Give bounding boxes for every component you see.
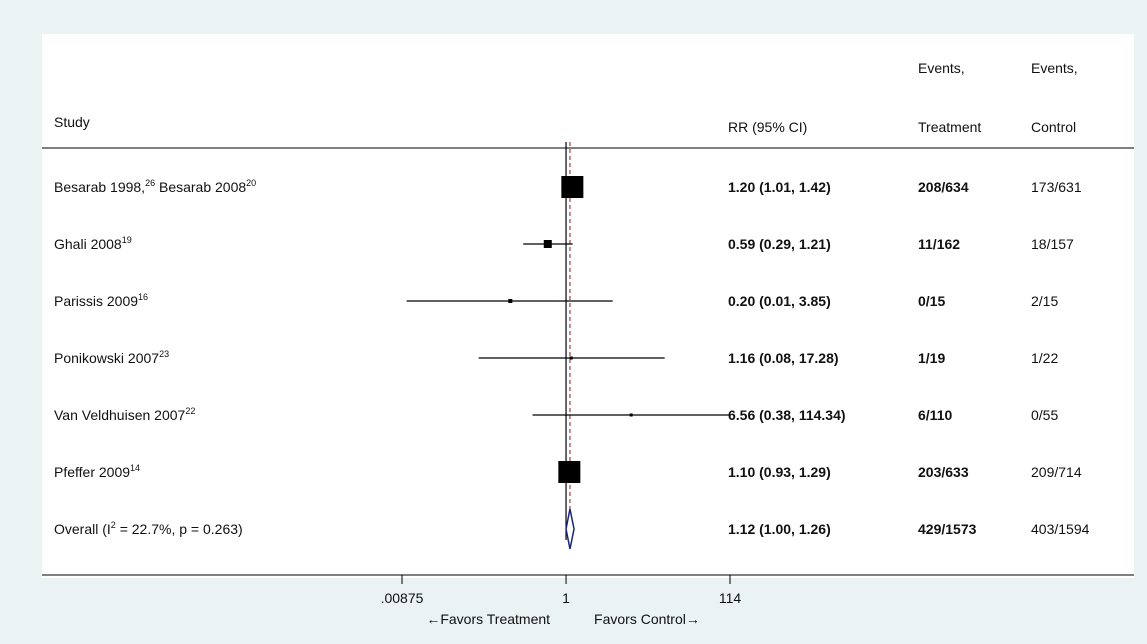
study-box [558, 461, 581, 483]
study-label: Pfeffer 200914 [54, 463, 140, 480]
study-label: Besarab 1998,26 Besarab 200820 [54, 178, 256, 195]
header-rr: RR (95% CI) [728, 119, 807, 135]
forest-plot-panel: Events, Events, Study RR (95% CI) Treatment C… [42, 34, 1134, 627]
study-rr-text: 0.59 (0.29, 1.21) [728, 236, 831, 252]
study-label: Van Veldhuisen 200722 [54, 406, 195, 423]
study-events-treatment: 0/15 [918, 293, 945, 309]
study-box [569, 356, 573, 360]
study-events-treatment: 208/634 [918, 179, 969, 195]
x-axis-tick-label: 1 [562, 590, 570, 606]
study-events-control: 209/714 [1031, 464, 1082, 480]
study-label: Ponikowski 200723 [54, 349, 169, 366]
study-rr-text: 6.56 (0.38, 114.34) [728, 407, 846, 423]
study-events-treatment: 6/110 [918, 407, 952, 423]
header-events-treatment-top: Events, [918, 60, 965, 76]
study-events-control: 173/631 [1031, 179, 1082, 195]
study-events-control: 0/55 [1031, 407, 1058, 423]
forest-plot: Events, Events, Study RR (95% CI) Treatment C… [42, 60, 1134, 627]
study-events-treatment: 203/633 [918, 464, 969, 480]
overall-events-treatment: 429/1573 [918, 521, 977, 537]
study-rr-text: 1.10 (0.93, 1.29) [728, 464, 831, 480]
study-box [629, 413, 633, 417]
header-study: Study [54, 114, 90, 130]
overall-label: Overall (I2 = 22.7%, p = 0.263) [54, 520, 243, 537]
x-axis-tick-label: .00875 [381, 590, 424, 606]
study-box [543, 240, 552, 248]
x-axis-label-right: Favors Control→ [594, 611, 700, 627]
study-events-control: 18/157 [1031, 236, 1074, 252]
study-label: Parissis 200916 [54, 292, 148, 309]
study-label: Ghali 200819 [54, 235, 132, 252]
header-events-control-top: Events, [1031, 60, 1078, 76]
study-events-treatment: 1/19 [918, 350, 945, 366]
x-axis-label-left: ←Favors Treatment [426, 611, 550, 627]
x-axis-tick-label: 114 [719, 590, 742, 606]
header-events-treatment-bottom: Treatment [918, 119, 981, 135]
study-events-control: 2/15 [1031, 293, 1058, 309]
overall-diamond [565, 508, 575, 550]
study-rr-text: 1.20 (1.01, 1.42) [728, 179, 831, 195]
study-rr-text: 1.16 (0.08, 17.28) [728, 350, 839, 366]
study-events-treatment: 11/162 [918, 236, 960, 252]
study-rr-text: 0.20 (0.01, 3.85) [728, 293, 831, 309]
study-box [561, 176, 584, 198]
study-events-control: 1/22 [1031, 350, 1058, 366]
study-box [508, 299, 513, 303]
overall-events-control: 403/1594 [1031, 521, 1090, 537]
header-events-control-bottom: Control [1031, 119, 1076, 135]
overall-rr-text: 1.12 (1.00, 1.26) [728, 521, 831, 537]
